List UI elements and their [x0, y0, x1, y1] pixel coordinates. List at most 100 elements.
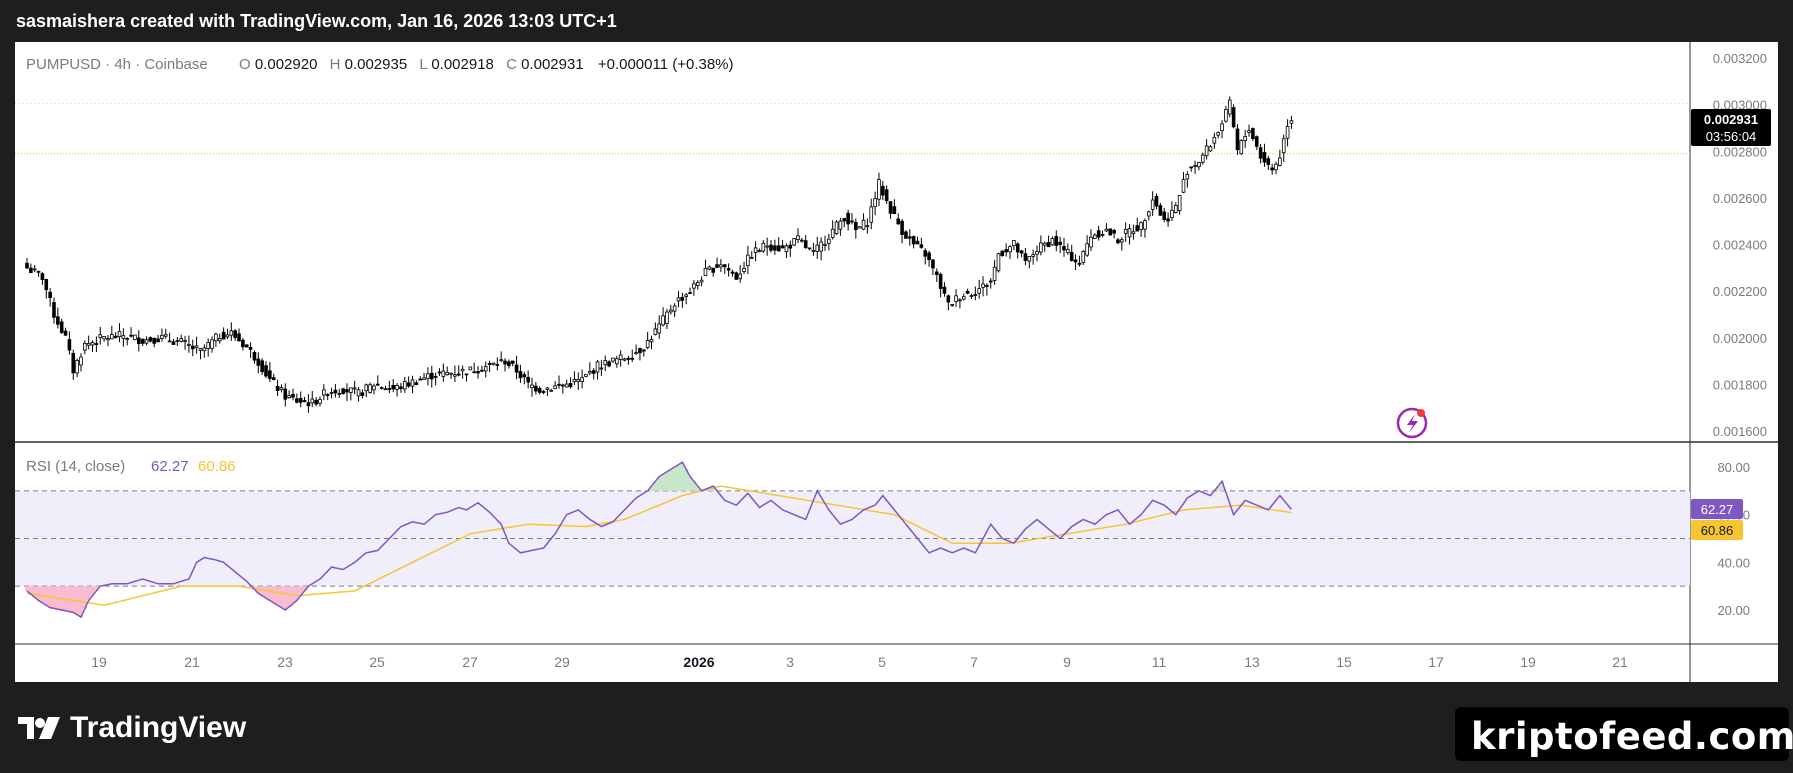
candles[interactable]: [25, 96, 1294, 413]
candle-body: [171, 341, 176, 345]
candle-body: [1281, 138, 1286, 154]
candle-body: [938, 273, 943, 289]
candle-body: [657, 323, 662, 334]
candle-body: [514, 364, 519, 373]
candle-body: [487, 363, 492, 365]
candle-body: [298, 398, 303, 403]
candle-body: [1046, 242, 1051, 248]
current-price-tag: [1691, 109, 1771, 146]
candle-body: [1008, 246, 1012, 253]
candle-body: [869, 206, 874, 223]
candle-body: [969, 295, 974, 297]
candle-body: [187, 344, 191, 346]
candle-body: [576, 379, 581, 382]
candle-body: [198, 348, 203, 351]
candle-body: [703, 267, 708, 276]
candle-body: [302, 400, 307, 403]
rsi-legend-ma: 60.86: [198, 458, 236, 475]
chart-svg[interactable]: 0.003200 0.003000 0.002800 0.002600 0.002400…: [15, 42, 1778, 682]
candle-body: [792, 238, 796, 246]
candle-body: [221, 331, 226, 340]
candle-body: [376, 383, 380, 386]
time-tick-label: 9: [1063, 654, 1071, 670]
candle-body: [595, 361, 600, 373]
candle-body: [1120, 239, 1124, 243]
candle-body: [1266, 158, 1271, 165]
rsi-pane[interactable]: [15, 461, 1690, 619]
candle-body: [873, 198, 877, 207]
tradingview-logo-text: TradingView: [70, 711, 247, 744]
candle-body: [568, 383, 573, 388]
candle-body: [919, 244, 924, 248]
candle-body: [476, 370, 480, 374]
candle-body: [36, 270, 41, 273]
candle-body: [776, 245, 781, 252]
candle-body: [857, 226, 862, 229]
lightning-icon[interactable]: [1396, 407, 1428, 439]
legend-change: +0.000011 (+0.38%): [598, 56, 734, 73]
rsi-ma-line: [26, 485, 1292, 606]
candle-body: [1216, 132, 1220, 136]
candle-body: [1031, 254, 1035, 257]
candle-body: [719, 264, 723, 268]
time-tick-label: 15: [1336, 654, 1352, 670]
candle-body: [271, 377, 276, 381]
candle-body: [838, 220, 843, 230]
candle-body: [229, 330, 234, 336]
candle-body: [52, 302, 56, 318]
candle-body: [256, 358, 261, 366]
candle-body: [564, 383, 569, 388]
candle-body: [842, 218, 847, 222]
candle-body: [75, 360, 79, 374]
candle-body: [811, 250, 816, 252]
candle-body: [927, 252, 931, 261]
candle-body: [996, 253, 1001, 272]
candle-body: [110, 334, 114, 340]
candle-body: [90, 342, 95, 346]
axis-labels: 0.003200 0.003000 0.002800 0.002600 0.002400…: [91, 51, 1767, 670]
price-tick-label: 0.001800: [1713, 377, 1767, 392]
candle-body: [279, 387, 284, 390]
candle-body: [275, 385, 280, 391]
candle-body: [1270, 167, 1274, 171]
candle-body: [803, 240, 808, 248]
candle-body: [599, 367, 604, 370]
candle-body: [545, 387, 550, 390]
legend-c-value: 0.002931: [521, 56, 584, 73]
candle-body: [649, 339, 654, 343]
candle-body: [59, 321, 64, 333]
candle-body: [861, 219, 866, 230]
candle-body: [757, 250, 762, 252]
candle-body: [391, 384, 396, 390]
candle-body: [830, 228, 835, 238]
candle-body: [1023, 253, 1028, 261]
rsi-value-tag: [1691, 499, 1743, 519]
candle-body: [360, 392, 365, 396]
candle-body: [946, 295, 951, 303]
candle-body: [1200, 154, 1205, 163]
candle-body: [722, 264, 727, 268]
candle-body: [449, 372, 453, 375]
candle-body: [368, 384, 372, 393]
candle-body: [553, 385, 557, 389]
candle-body: [183, 340, 187, 342]
candle-body: [48, 291, 52, 299]
candle-body: [907, 236, 912, 239]
candle-body: [291, 393, 295, 398]
candle-body: [410, 379, 415, 387]
candle-body: [1243, 136, 1247, 142]
candle-body: [1154, 195, 1159, 207]
rsi-overbought-fill: [649, 462, 1225, 491]
time-tick-label: 21: [1612, 654, 1628, 670]
candle-body: [1189, 166, 1194, 169]
candle-body: [1227, 99, 1232, 115]
candle-body: [63, 330, 68, 336]
rsi-ma-tag-label: 60.86: [1701, 523, 1734, 538]
candle-body: [1224, 109, 1228, 122]
candle-body: [653, 328, 658, 335]
candle-body: [769, 244, 773, 251]
candle-body: [426, 373, 430, 379]
time-tick-label: 5: [878, 654, 886, 670]
time-tick-label: 19: [91, 654, 107, 670]
candle-body: [1081, 250, 1086, 263]
